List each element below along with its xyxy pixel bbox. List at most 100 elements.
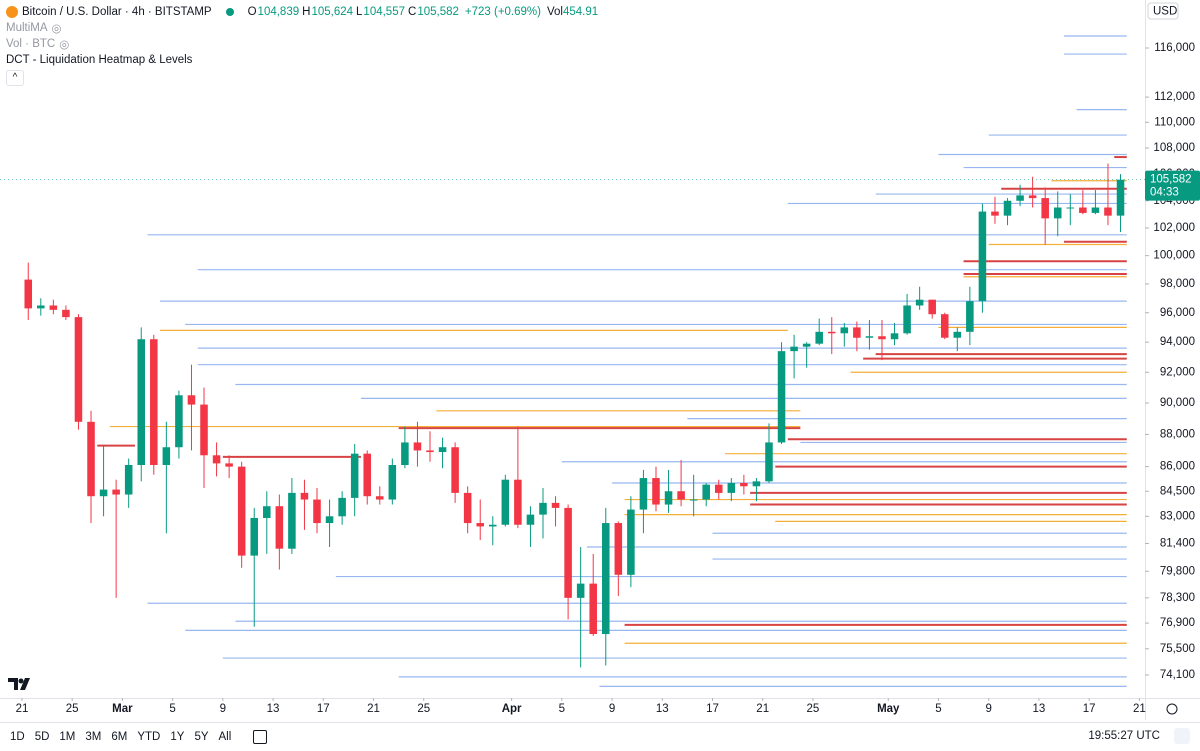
x-tick-label: 25 [807,703,820,715]
y-tick-label: 94,000 [1160,336,1195,348]
candle-body [915,299,924,306]
indicator[interactable]: Vol · BTC ◎ [6,36,600,52]
candle-body [928,299,936,315]
indicator[interactable]: MultiMA ◎ [6,20,600,36]
candle-body [652,478,660,505]
candle-body [1028,195,1037,199]
candle-body [162,447,171,465]
candle-body [37,305,45,309]
range-buttons: 1D 5D 1M 3M 6M YTD 1Y 5Y All [0,731,231,743]
x-tick-label: Apr [502,703,522,715]
range-button[interactable]: 1D [10,731,25,743]
range-button[interactable]: 1Y [170,731,185,743]
x-tick-label: 5 [935,703,941,715]
candle-body [1066,207,1075,209]
y-tick-label: 76,900 [1160,617,1195,629]
y-tick-label: 74,100 [1160,669,1195,681]
last-price-box [1145,170,1200,201]
candle-body [1041,198,1049,219]
range-button[interactable]: 1M [59,731,76,743]
candle-body [551,502,560,508]
candle-body [388,464,397,500]
x-tick-label: 25 [66,703,79,715]
candle-body [250,517,259,556]
x-tick-label: 9 [985,703,991,715]
candle-body [765,442,773,482]
x-tick-label: May [877,703,900,715]
candle-body [137,339,146,465]
candle-body [802,343,811,347]
y-tick-label: 81,400 [1160,538,1195,550]
candle-body [639,478,648,510]
candle-body [62,309,70,318]
y-tick-label: 78,300 [1160,592,1195,604]
chart: USD 116,000112,000110,000108,000106,0001… [0,0,1200,720]
settings-icon[interactable] [1166,703,1178,715]
candle-body [300,492,309,500]
ohlc-value: 105,582 [417,6,459,18]
y-tick-label: 102,000 [1153,222,1195,234]
range-button[interactable]: 3M [85,731,102,743]
ohlc-key: O [247,6,257,18]
volume: 454.91 [562,6,599,18]
indicator-name: Vol · BTC [6,38,56,50]
x-tick-label: 17 [1083,703,1096,715]
candle-body [263,506,271,518]
x-tick-label: 21 [16,703,29,715]
currency-box[interactable] [1147,2,1179,20]
countdown: 04:33 [1150,187,1179,199]
candle-body [815,331,823,344]
candle-body [212,455,221,464]
indicator[interactable]: DCT - Liquidation Heatmap & Levels [6,52,600,68]
ohlc-value: 104,839 [257,6,300,18]
x-tick-label: 13 [656,703,669,715]
plot-area [0,0,1145,698]
candle-body [827,331,836,334]
range-button[interactable]: 5D [34,731,50,743]
x-tick-label: 9 [609,703,615,715]
auto-scale-button[interactable] [1174,728,1190,744]
candle-body [991,211,999,216]
candle-body [74,317,83,422]
candle-body [288,492,296,549]
candle-body [978,211,987,302]
candle-body [627,509,635,575]
candle-body [426,450,434,453]
candle-body [350,453,359,498]
y-tick-label: 110,000 [1154,116,1195,128]
ohlc-key: H [302,6,311,18]
volume-label: Vol [546,6,563,18]
y-tick-label: 96,000 [1160,307,1195,319]
x-tick-label: 21 [367,703,380,715]
ohlc-value: 104,557 [363,6,405,18]
eye-icon[interactable]: ◎ [59,39,70,51]
x-tick-label: 21 [1133,703,1146,715]
ohlc-key: L [356,6,363,18]
date-range-icon[interactable] [253,730,268,744]
range-button[interactable]: YTD [137,731,161,743]
x-tick-label: 5 [559,703,565,715]
candle-body [1091,207,1100,213]
candle-body [903,305,911,334]
heatmap-layer [97,35,1127,687]
x-tick-label: 25 [417,703,430,715]
candle-body [727,482,736,493]
candle-body [953,331,962,338]
ohlc: O 104,839 H 105,624 L 104,557 C 105,582 [248,6,461,18]
eye-icon[interactable]: ◎ [51,23,62,35]
range-button[interactable]: All [218,731,232,743]
range-button[interactable]: 6M [111,731,128,743]
clock: 19:55:27 UTC [1088,730,1160,742]
y-tick-label: 100,000 [1153,250,1195,262]
range-button[interactable]: 5Y [194,731,209,743]
candle-body [564,507,572,598]
candle-body [677,491,685,500]
collapse-button[interactable]: ^ [6,70,24,86]
y-tick-label: 116,000 [1154,42,1195,54]
candle-body [790,346,798,352]
candle-body [99,489,108,497]
candle-body [150,339,158,465]
symbol-title[interactable]: Bitcoin / U.S. Dollar · 4h · BITSTAMP [22,6,212,18]
